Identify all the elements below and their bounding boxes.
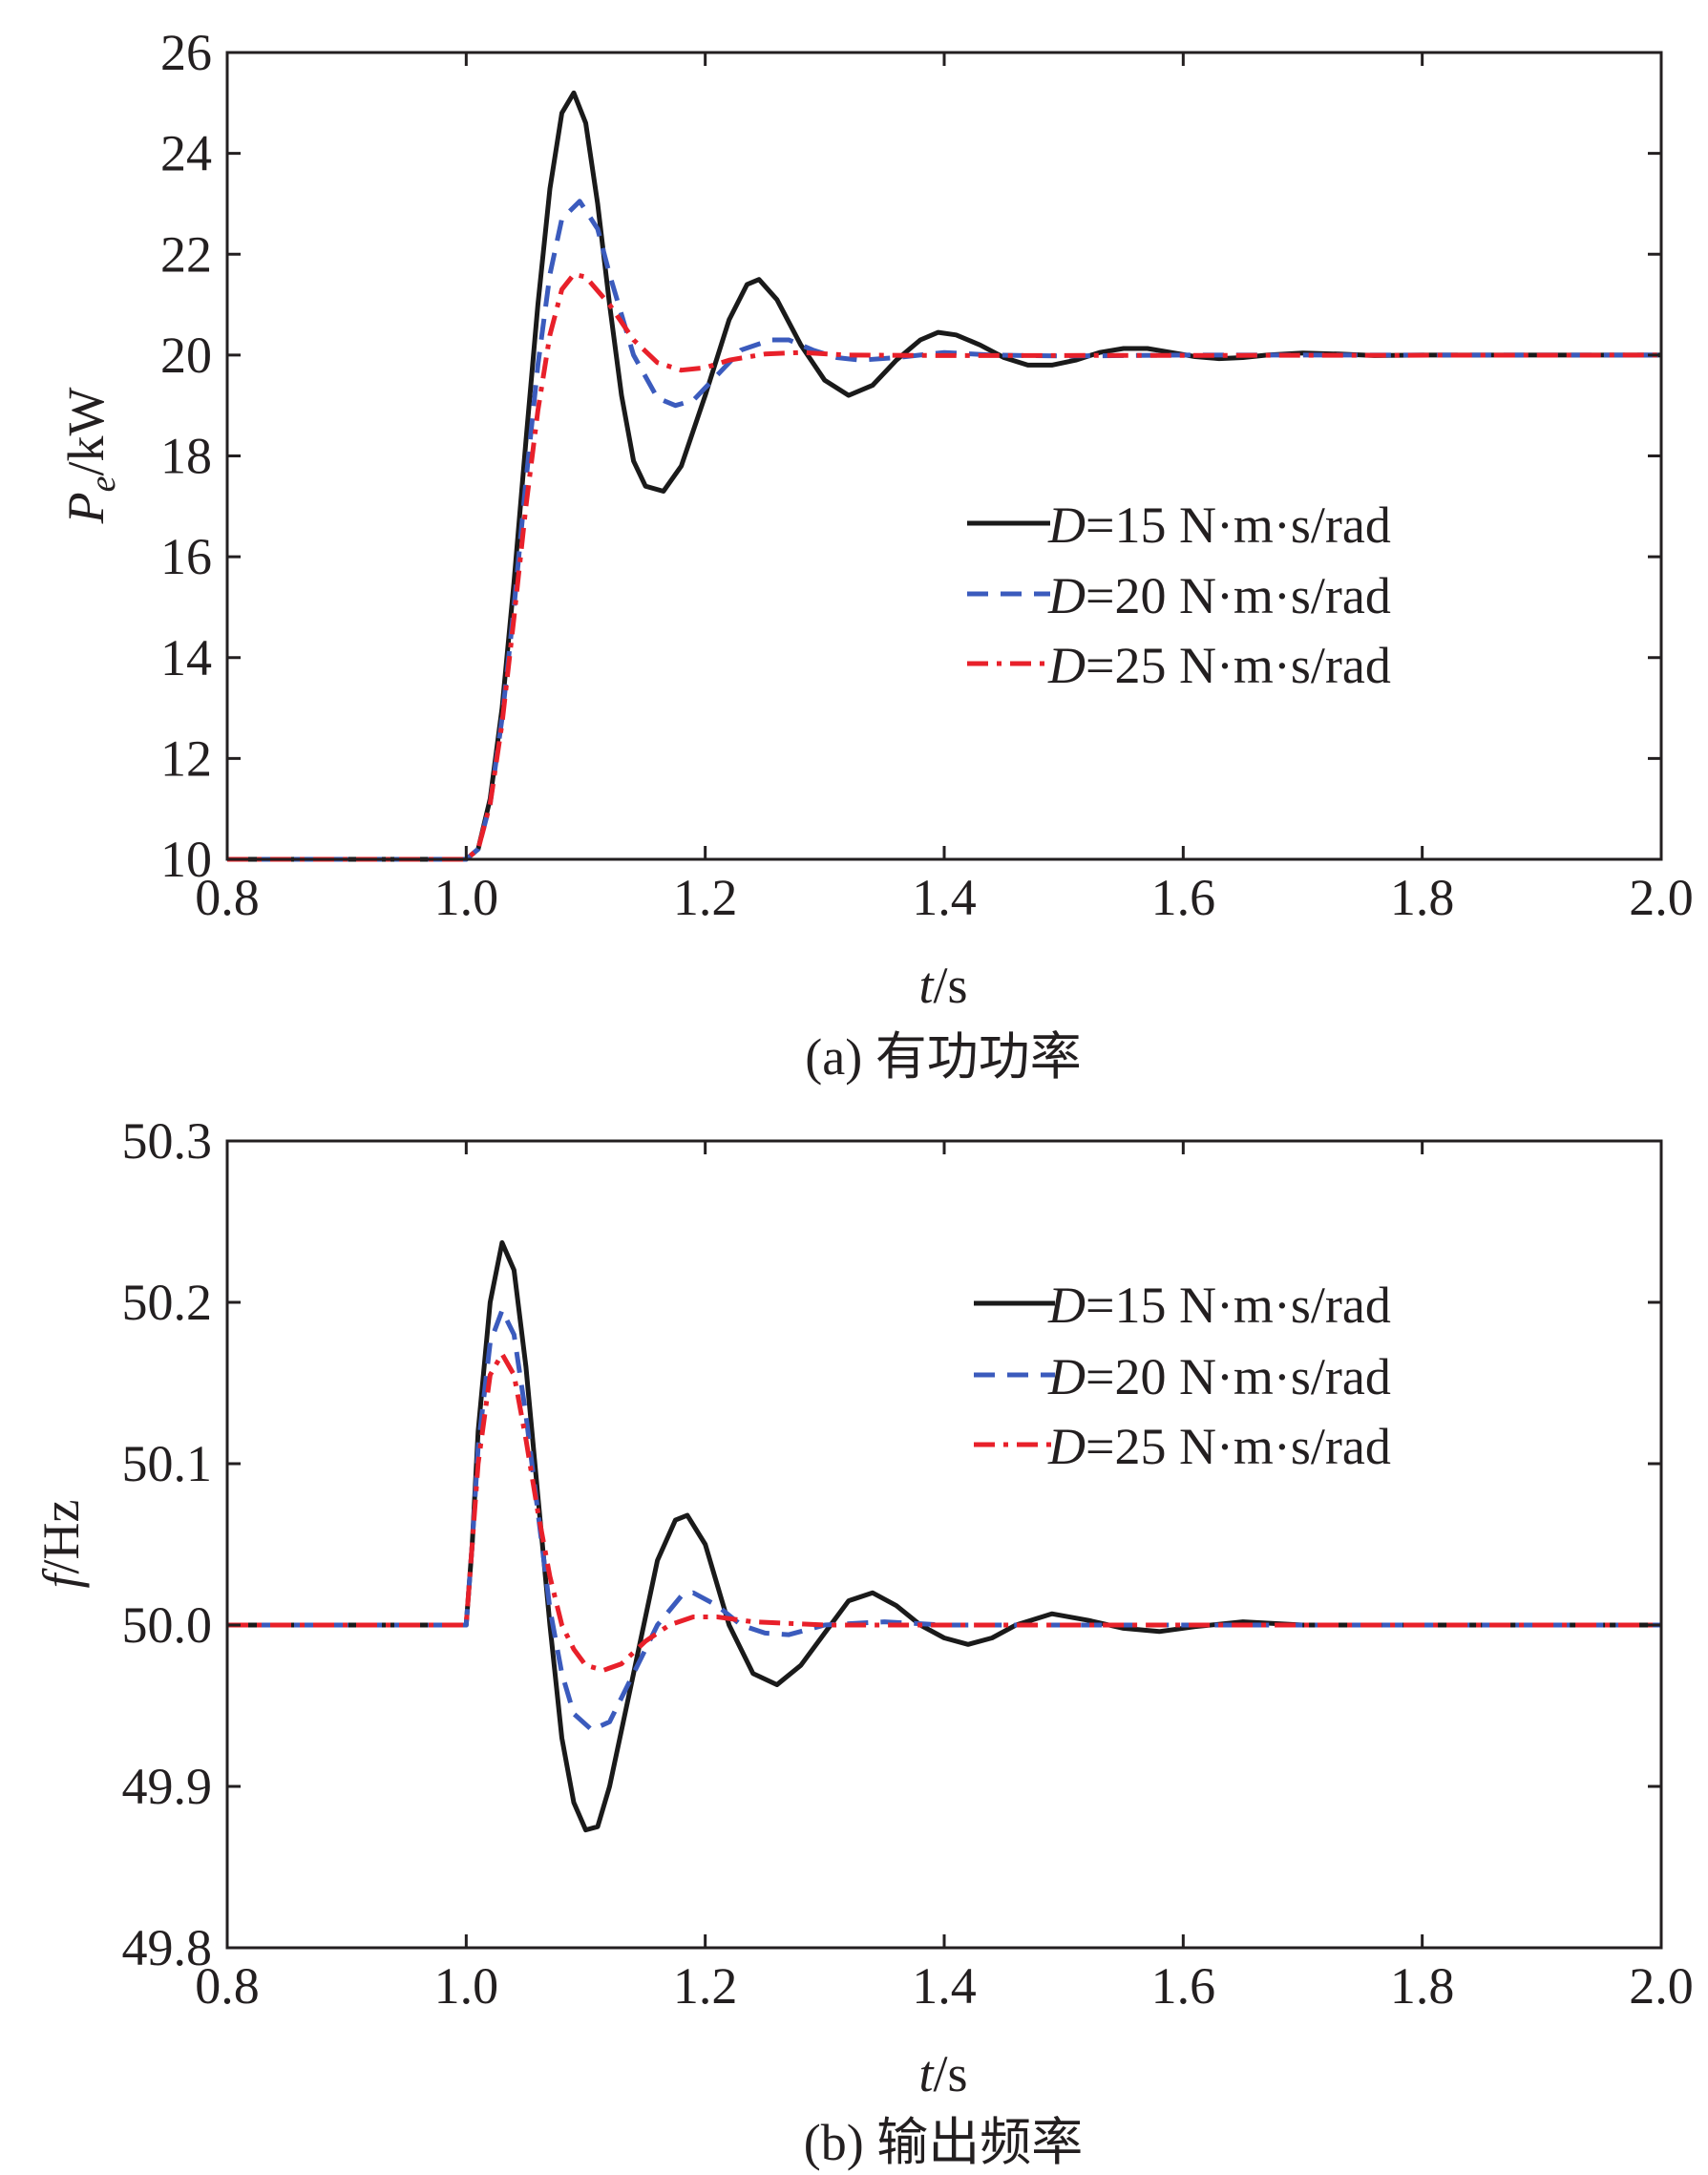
chart-a-legend: D=15 N·m·s/rad D=20 N·m·s/rad D=25 N·m·s…	[967, 496, 1391, 694]
chart-a-y-tick-label: 18	[160, 428, 212, 485]
chart-b-y-tick-label: 50.0	[122, 1596, 213, 1654]
chart-a-ylabel-sub: e	[83, 475, 123, 492]
chart-panel-a: 0.8 1.0 1.2 1.4 1.6 1.8 2.0101214161820222426 …	[57, 24, 1694, 1086]
chart-a-xlabel: t/s	[918, 957, 967, 1014]
chart-b-series-line-2	[227, 1307, 1661, 1733]
chart-a-series-group	[227, 90, 1662, 862]
chart-a-ticks: 0.8 1.0 1.2 1.4 1.6 1.8 2.0 10 12 14 16 18 20 22 24 26	[160, 24, 1694, 926]
chart-a-ylabel-unit: /kW	[57, 388, 115, 476]
chart-b-y-tick-label: 50.2	[122, 1274, 213, 1331]
chart-a-x-tick-label: 1.2	[673, 869, 738, 926]
chart-a-y-tick-label: 26	[160, 24, 212, 81]
chart-b-caption: (b) 输出频率	[804, 2114, 1083, 2171]
chart-a-legend-label-3: D=25 N·m·s/rad	[1047, 637, 1391, 694]
chart-b-series-line-3	[227, 1351, 1661, 1673]
chart-a-caption: (a) 有功功率	[805, 1028, 1081, 1086]
chart-a-ylabel: Pe/kW	[57, 388, 123, 525]
chart-a-x-tick-label: 2.0	[1629, 869, 1694, 926]
chart-b-y-tick-label: 49.8	[122, 1919, 213, 1976]
chart-a-series-line-2	[227, 199, 1661, 862]
chart-b-series-group	[227, 1240, 1661, 1833]
chart-b-plot-frame	[225, 1139, 1663, 1950]
chart-b-x-tick-label: 2.0	[1629, 1957, 1694, 2015]
chart-a-xlabel-var: t	[918, 957, 935, 1014]
chart-a-y-tick-label: 20	[160, 327, 212, 384]
chart-b-xlabel: t/s	[918, 2045, 967, 2102]
chart-a-legend-label-2: D=20 N·m·s/rad	[1047, 567, 1391, 624]
chart-b-legend-label-3: D=25 N·m·s/rad	[1047, 1418, 1391, 1475]
chart-a-y-tick-label: 14	[160, 629, 212, 686]
chart-b-ylabel: f/Hz	[32, 1500, 90, 1589]
chart-b-xlabel-var: t	[918, 2045, 935, 2102]
chart-b-ylabel-unit: /Hz	[32, 1500, 90, 1574]
chart-b-x-tick-label: 1.2	[673, 1957, 738, 2015]
chart-b-legend: D=15 N·m·s/rad D=20 N·m·s/rad D=25 N·m·s…	[974, 1277, 1391, 1475]
chart-b-y-tick-label: 50.3	[122, 1112, 213, 1170]
chart-a-series-line-1	[227, 90, 1661, 862]
chart-a-y-tick-label: 16	[160, 528, 212, 585]
chart-a-plot-frame	[225, 51, 1663, 861]
chart-a-x-tick-label: 1.4	[912, 869, 977, 926]
chart-a-y-tick-label: 10	[160, 831, 212, 888]
chart-a-x-tick-label: 1.6	[1151, 869, 1216, 926]
chart-b-x-tick-label: 1.0	[434, 1957, 499, 2015]
chart-a-series-line-3	[227, 271, 1662, 862]
chart-b-legend-label-2: D=20 N·m·s/rad	[1047, 1348, 1391, 1405]
chart-b-y-tick-label: 49.9	[122, 1758, 213, 1815]
chart-b-x-tick-label: 1.8	[1390, 1957, 1455, 2015]
chart-a-xlabel-unit: /s	[933, 957, 967, 1014]
chart-a-y-tick-label: 22	[160, 225, 212, 283]
chart-b-x-tick-label: 1.6	[1151, 1957, 1216, 2015]
chart-a-x-tick-label: 1.0	[434, 869, 499, 926]
chart-b-ticks: 0.8 1.0 1.2 1.4 1.6 1.8 2.0 49.8 49.9 50.0 50.1 50.…	[122, 1112, 1694, 2015]
chart-a-ylabel-main: P	[57, 492, 115, 524]
chart-b-legend-label-1: D=15 N·m·s/rad	[1047, 1277, 1391, 1334]
chart-a-x-tick-label: 0.8	[195, 869, 260, 926]
chart-b-y-tick-label: 50.1	[122, 1435, 213, 1492]
chart-a-y-tick-label: 24	[160, 125, 212, 182]
chart-a-legend-label-1: D=15 N·m·s/rad	[1047, 496, 1391, 554]
chart-b-x-tick-label: 1.4	[912, 1957, 977, 2015]
chart-a-y-tick-label: 12	[160, 729, 212, 787]
chart-b-series-line-1	[227, 1240, 1661, 1833]
chart-panel-b: 0.8 1.0 1.2 1.4 1.6 1.8 2.0 49.8 49.9 50.0 50.1 50.…	[32, 1112, 1694, 2171]
chart-a-x-tick-label: 1.8	[1390, 869, 1455, 926]
chart-b-x-tick-label: 0.8	[195, 1957, 260, 2015]
chart-b-xlabel-unit: /s	[933, 2045, 967, 2102]
